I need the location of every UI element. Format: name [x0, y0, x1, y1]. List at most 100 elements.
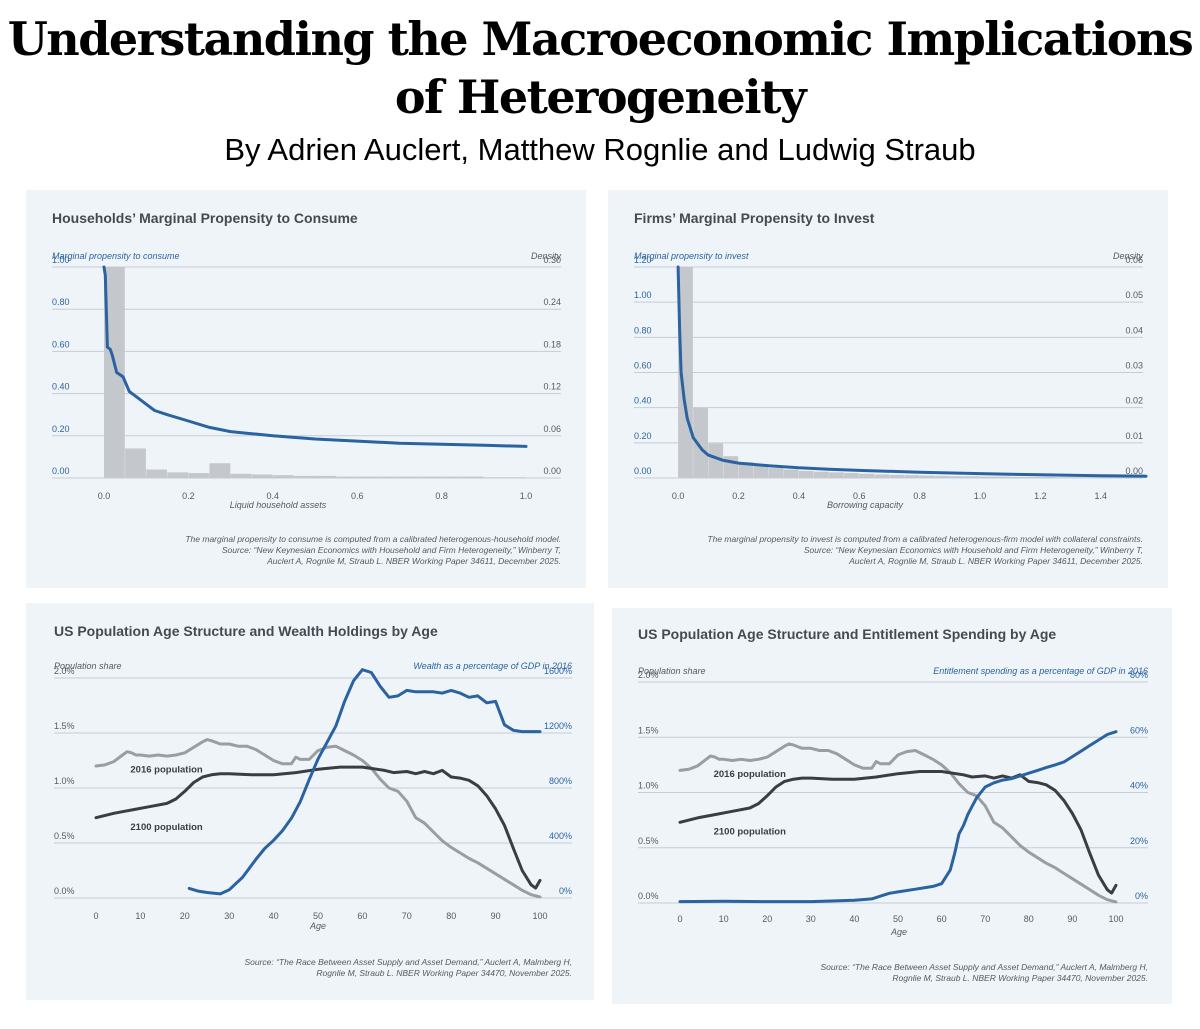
y-right-tick-label: 0.00: [1125, 466, 1143, 476]
x-axis-label: Age: [890, 927, 907, 937]
right-axis-label: Density: [1113, 251, 1144, 261]
panel-firms-mpi: Firms’ Marginal Propensity to Invest Mar…: [608, 190, 1168, 588]
chart-note: The marginal propensity to consume is co…: [185, 534, 561, 544]
histogram-bar: [768, 468, 784, 478]
left-axis-label: Marginal propensity to invest: [634, 251, 749, 261]
histogram-bar: [483, 477, 505, 478]
y-right-tick-label: 0.06: [1125, 255, 1143, 265]
x-tick-label: 0: [93, 911, 98, 921]
right-axis-label: Entitlement spending as a percentage of …: [933, 666, 1148, 676]
chart-title: Households’ Marginal Propensity to Consu…: [52, 210, 358, 226]
x-tick-label: 0.6: [351, 491, 364, 501]
histogram-bar: [919, 475, 935, 478]
histogram-bar: [708, 443, 724, 478]
histogram-bar: [949, 476, 965, 478]
y-left-tick-label: 0.20: [634, 431, 652, 441]
y-left-tick-label: 1.00: [634, 290, 652, 300]
y-left-tick-label: 0.40: [52, 382, 70, 392]
x-tick-label: 20: [180, 911, 190, 921]
x-tick-label: 100: [532, 911, 547, 921]
y-right-tick-label: 0.02: [1125, 396, 1143, 406]
y-left-tick-label: 1.0%: [638, 781, 659, 791]
y-left-tick-label: 0.80: [634, 325, 652, 335]
y-right-tick-label: 60%: [1130, 725, 1148, 735]
histogram-bar: [979, 476, 995, 478]
y-left-tick-label: 1.00: [52, 255, 70, 265]
chart-source-line1: Source: “The Race Between Asset Supply a…: [820, 962, 1148, 972]
histogram-bar: [859, 473, 875, 478]
histogram-bar: [462, 476, 484, 478]
title-text: Understanding the Macroeconomic Implicat…: [7, 12, 1194, 124]
y-right-tick-label: 0.12: [543, 382, 561, 392]
x-tick-label: 70: [980, 914, 990, 924]
chart-title: US Population Age Structure and Entitlem…: [638, 626, 1056, 642]
x-tick-label: 1.0: [520, 491, 533, 501]
x-tick-label: 10: [135, 911, 145, 921]
histogram-bar: [209, 463, 231, 478]
series-line-entitlement-spending: [678, 730, 1118, 904]
series-line-2100-population: [94, 765, 542, 890]
y-right-tick-label: 80%: [1130, 670, 1148, 680]
y-left-tick-label: 2.0%: [54, 666, 75, 676]
y-left-tick-label: 0.60: [634, 361, 652, 371]
y-left-tick-label: 2.0%: [638, 670, 659, 680]
histogram-bar: [167, 472, 189, 478]
panel-households-mpc: Households’ Marginal Propensity to Consu…: [26, 190, 586, 588]
histogram-bar: [420, 476, 442, 478]
histogram-bar: [964, 476, 980, 478]
chart-source-line2: Rognlie M, Straub L. NBER Working Paper …: [892, 973, 1148, 983]
y-right-tick-label: 40%: [1130, 781, 1148, 791]
y-right-tick-label: 0%: [1135, 891, 1148, 901]
x-axis-label: Liquid household assets: [230, 500, 327, 510]
series-annotation: 2100 population: [130, 822, 203, 833]
histogram-bar: [753, 465, 769, 478]
series-line-marginal-propensity-to-invest: [676, 265, 1148, 478]
histogram-bar: [738, 462, 754, 478]
y-right-tick-label: 0.03: [1125, 361, 1143, 371]
x-tick-label: 40: [269, 911, 279, 921]
y-left-tick-label: 0.00: [634, 466, 652, 476]
histogram-bar: [230, 473, 252, 478]
x-tick-label: 20: [762, 914, 772, 924]
y-right-tick-label: 0.05: [1125, 290, 1143, 300]
series-annotation: 2016 population: [130, 765, 203, 776]
histogram-bar: [798, 470, 814, 478]
histogram-bar: [125, 448, 146, 478]
histogram-bar: [1010, 476, 1025, 478]
y-right-tick-label: 20%: [1130, 836, 1148, 846]
chart-source-line1: Source: “The Race Between Asset Supply a…: [244, 957, 572, 967]
x-tick-label: 10: [719, 914, 729, 924]
x-tick-label: 80: [1024, 914, 1034, 924]
y-left-tick-label: 1.20: [634, 255, 652, 265]
histogram-bar: [272, 475, 294, 478]
x-tick-label: 70: [402, 911, 412, 921]
x-tick-label: 0.4: [793, 491, 806, 501]
series-line-2016-population: [94, 738, 542, 899]
y-left-tick-label: 0.80: [52, 297, 70, 307]
chart-source-line1: Source: “New Keynesian Economics with Ho…: [804, 545, 1143, 555]
histogram-bar: [104, 267, 125, 478]
histogram-bar: [904, 475, 920, 478]
histogram-bar: [889, 474, 905, 478]
x-tick-label: 0.8: [435, 491, 448, 501]
histogram-bar: [829, 472, 844, 478]
x-axis-label: Borrowing capacity: [827, 500, 904, 510]
x-tick-label: 0.0: [672, 491, 685, 501]
histogram-bar: [293, 475, 315, 478]
y-left-tick-label: 0.20: [52, 424, 70, 434]
chart-firms-mpi: Firms’ Marginal Propensity to Invest Mar…: [634, 210, 1148, 566]
chart-title: Firms’ Marginal Propensity to Invest: [634, 210, 875, 226]
x-tick-label: 60: [937, 914, 947, 924]
histogram-bar: [1115, 477, 1131, 478]
left-axis-label: Marginal propensity to consume: [52, 251, 180, 261]
y-left-tick-label: 0.00: [52, 466, 70, 476]
x-tick-label: 40: [849, 914, 859, 924]
x-tick-label: 60: [357, 911, 367, 921]
y-left-tick-label: 0.0%: [54, 886, 75, 896]
series-annotation: 2016 population: [714, 769, 787, 780]
y-left-tick-label: 1.0%: [54, 776, 75, 786]
y-right-tick-label: 0.18: [543, 339, 561, 349]
panel-entitlement-by-age: US Population Age Structure and Entitlem…: [612, 608, 1172, 1004]
histogram-bar: [441, 476, 463, 478]
series-line-wealth: [187, 668, 542, 896]
